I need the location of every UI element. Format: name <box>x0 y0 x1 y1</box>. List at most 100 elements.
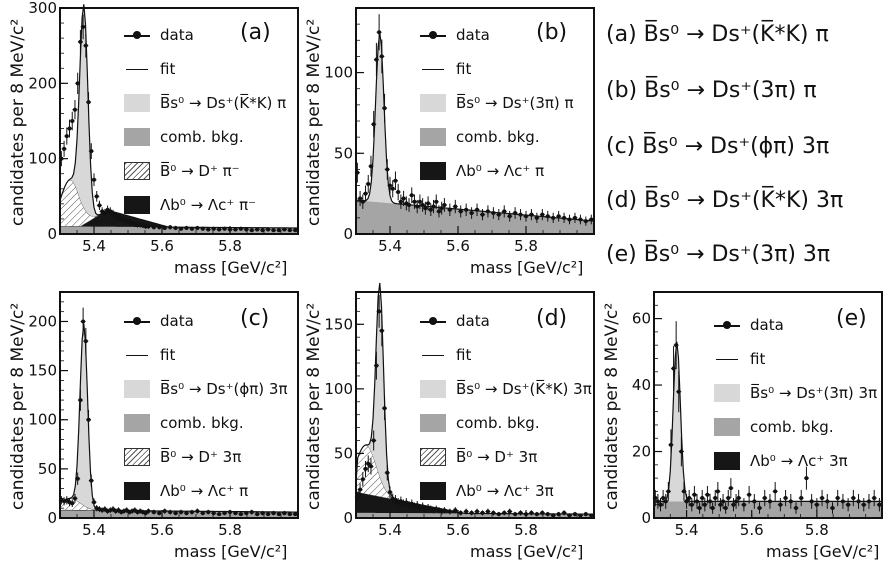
legend-label: B̅s⁰ → Ds⁺(ϕπ) 3π <box>160 379 288 398</box>
data-point <box>458 510 463 515</box>
decay-list-item: (b) B̅s⁰ → Ds⁺(3π) π <box>606 78 817 103</box>
panel-b: candidates per 8 MeV/c² 0 50 100 5.4 5.6 5.8 … <box>304 0 600 282</box>
data-point <box>851 496 856 501</box>
data-point <box>385 470 390 475</box>
y-axis-label: candidates per 8 MeV/c² <box>304 18 324 226</box>
y-tick-label: 40 <box>632 376 651 394</box>
data-point <box>551 513 556 518</box>
data-point <box>464 509 469 514</box>
x-tick-label: 5.6 <box>446 521 470 539</box>
data-point <box>778 502 783 507</box>
data-point <box>189 226 194 231</box>
legend-symbol <box>420 26 446 44</box>
data-point <box>861 502 866 507</box>
legend-label: data <box>750 315 784 334</box>
data-point <box>282 511 287 516</box>
data-point <box>206 227 211 232</box>
data-point <box>179 226 184 231</box>
fit-line <box>59 4 299 229</box>
data-point <box>168 510 173 515</box>
data-point <box>820 496 825 501</box>
legend-label: Λb⁰ → Λc⁺ 3π <box>750 451 848 470</box>
panel-e: candidates per 8 MeV/c² 0 20 40 60 5.4 5.6 5.8… <box>602 284 888 566</box>
x-tick-label: 5.4 <box>675 521 699 539</box>
legend-entry: B̅s⁰ → Ds⁺(3π) π <box>420 92 574 114</box>
data-point <box>233 511 238 516</box>
data-point <box>475 207 480 212</box>
data-point <box>464 207 469 212</box>
data-point <box>469 510 474 515</box>
data-point <box>78 398 83 403</box>
legend-entry: data <box>714 314 877 336</box>
signal-area <box>356 32 594 222</box>
legend-symbol <box>420 414 446 432</box>
data-point <box>358 196 363 201</box>
data-point <box>428 207 433 212</box>
data-point <box>856 499 861 504</box>
legend: data fit B̅s⁰ → Ds⁺(K̅*K) π comb. bkg. B̅⁰ →… <box>124 24 286 228</box>
panel-label: (d) <box>536 306 568 331</box>
data-point <box>86 100 91 105</box>
y-tick-label: 60 <box>632 310 651 328</box>
signal-area <box>356 282 594 515</box>
data-point <box>502 510 507 515</box>
data-point <box>741 502 746 507</box>
data-point <box>64 134 69 139</box>
legend-entry: Λb⁰ → Λc⁺ 3π <box>420 480 592 502</box>
data-point <box>396 190 401 195</box>
legend-symbol <box>714 452 740 470</box>
data-point <box>567 513 572 518</box>
data-point <box>293 512 298 517</box>
data-point <box>287 228 292 233</box>
data-point <box>249 228 254 233</box>
legend-entry: data <box>124 24 286 46</box>
data-point <box>97 203 102 208</box>
legend-entry: B̅s⁰ → Ds⁺(3π) 3π <box>714 382 877 404</box>
legend-entry: B̅⁰ → D⁺ 3π <box>420 446 592 468</box>
data-point <box>426 201 431 206</box>
legend-entry: Λb⁰ → Λc⁺ π <box>420 160 574 182</box>
data-point <box>726 496 731 501</box>
data-point <box>168 225 173 230</box>
data-point <box>583 512 588 517</box>
plot-e: 0 20 40 60 5.4 5.6 5.8 <box>632 291 883 539</box>
panel-label: (b) <box>536 20 568 45</box>
y-tick-label: 50 <box>334 144 353 162</box>
legend-entry: comb. bkg. <box>124 412 287 434</box>
data-point <box>398 199 403 204</box>
data-point <box>222 511 227 516</box>
x-tick-label: 5.6 <box>150 237 174 255</box>
data-point <box>276 228 281 233</box>
legend-label: Λb⁰ → Λc⁺ π <box>160 481 249 500</box>
data-point <box>72 496 77 501</box>
data-point <box>195 225 200 230</box>
data-point <box>674 343 679 348</box>
data-point <box>679 449 684 454</box>
data-point <box>475 509 480 514</box>
data-point <box>195 509 200 514</box>
y-tick-label: 50 <box>38 460 57 478</box>
legend-label: comb. bkg. <box>750 417 834 436</box>
data-point <box>747 492 752 497</box>
data-point <box>491 211 496 216</box>
data-point <box>75 476 80 481</box>
data-point <box>689 502 694 507</box>
data-point <box>830 506 835 511</box>
data-point <box>89 478 94 483</box>
data-point <box>518 212 523 217</box>
data-point <box>453 204 458 209</box>
lambda-b-area <box>356 492 594 515</box>
data-point <box>767 499 772 504</box>
data-point <box>409 193 414 198</box>
data-point <box>661 496 666 501</box>
data-point <box>540 212 545 217</box>
legend-entry: Λb⁰ → Λc⁺ π⁻ <box>124 194 286 216</box>
y-tick-label: 0 <box>47 509 57 527</box>
data-point <box>179 510 184 515</box>
data-point <box>217 227 222 232</box>
data-point <box>551 215 556 220</box>
data-point <box>687 496 692 501</box>
x-tick-label: 5.4 <box>378 521 402 539</box>
data-point <box>89 149 94 154</box>
legend-symbol <box>714 316 740 334</box>
